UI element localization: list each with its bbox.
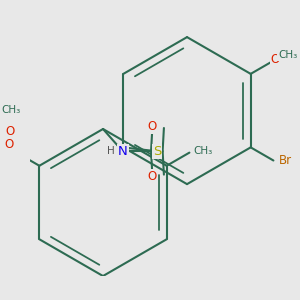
Text: CH₃: CH₃	[193, 146, 212, 156]
Text: H: H	[107, 146, 115, 155]
Text: N: N	[118, 145, 128, 158]
Text: O: O	[147, 120, 156, 133]
Text: O: O	[271, 53, 280, 66]
Text: O: O	[4, 138, 14, 151]
Text: O: O	[147, 170, 156, 183]
Text: S: S	[153, 145, 161, 158]
Text: O: O	[5, 125, 15, 138]
Text: Br: Br	[279, 154, 292, 167]
Text: CH₃: CH₃	[278, 50, 297, 60]
Text: CH₃: CH₃	[1, 105, 20, 115]
